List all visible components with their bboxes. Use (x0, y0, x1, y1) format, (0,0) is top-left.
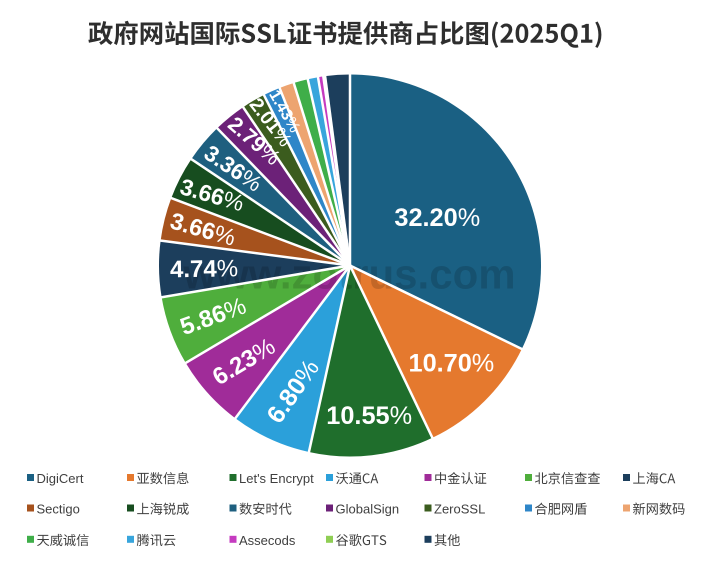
svg-text:DigiCert: DigiCert (37, 471, 84, 486)
svg-text:10.55%: 10.55% (326, 402, 412, 430)
svg-text:ZeroSSL: ZeroSSL (434, 502, 485, 517)
svg-text:GlobalSign: GlobalSign (336, 502, 400, 517)
svg-text:Sectigo: Sectigo (37, 502, 80, 517)
svg-text:4.74%: 4.74% (170, 255, 239, 283)
svg-text:Let's Encrypt: Let's Encrypt (239, 471, 314, 486)
svg-text:Assecods: Assecods (239, 533, 296, 548)
svg-text:10.70%: 10.70% (408, 349, 494, 377)
svg-text:32.20%: 32.20% (394, 204, 480, 232)
